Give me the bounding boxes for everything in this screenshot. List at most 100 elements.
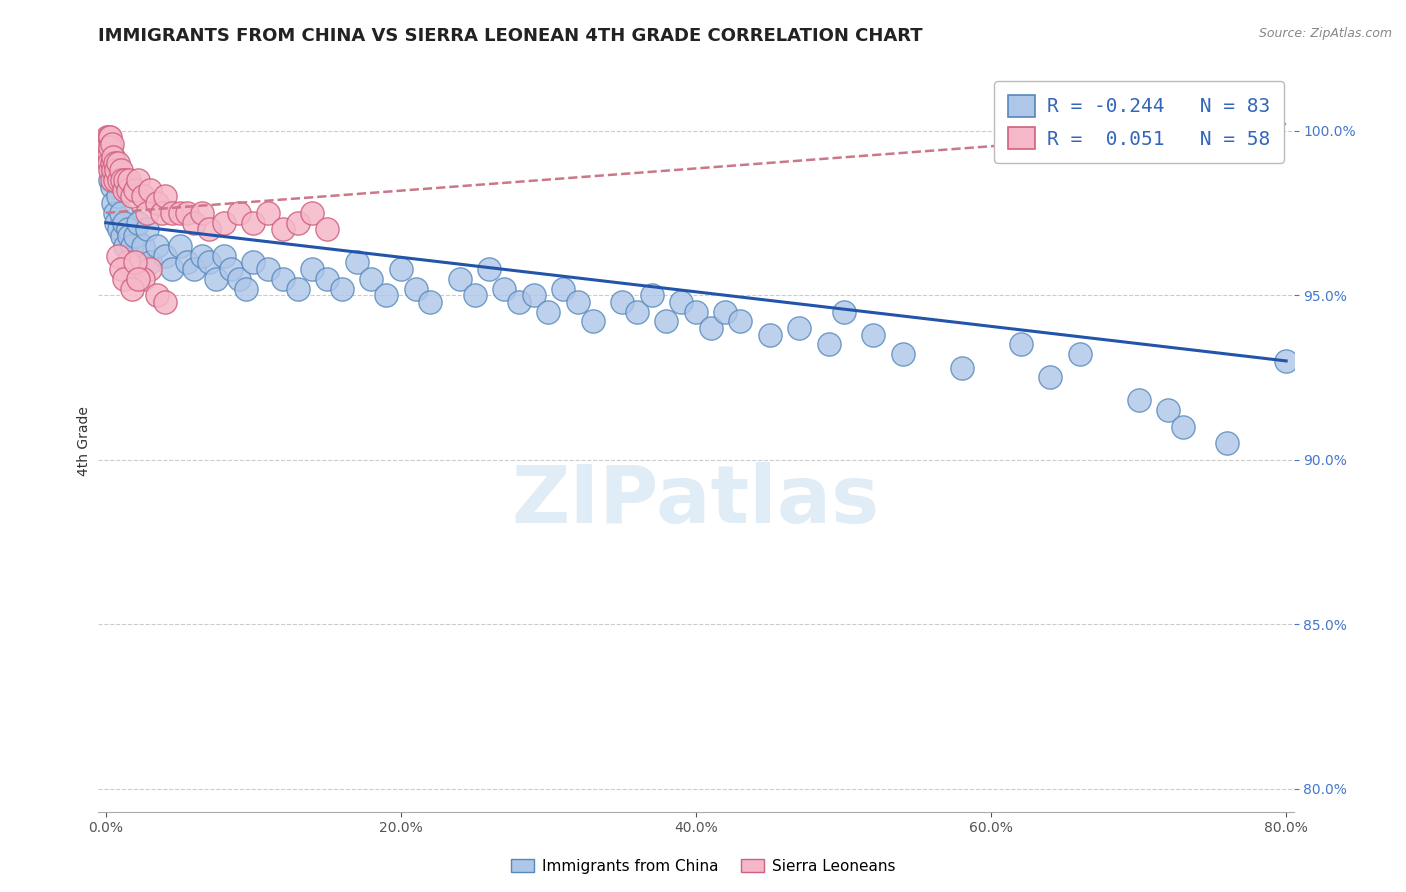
Point	[330, 281, 353, 295]
Point	[212, 249, 235, 263]
Point	[582, 314, 605, 328]
Point	[1157, 403, 1180, 417]
Point	[641, 288, 664, 302]
Point	[114, 173, 136, 187]
Point	[112, 216, 135, 230]
Point	[97, 130, 120, 145]
Point	[108, 173, 131, 187]
Point	[198, 222, 221, 236]
Point	[728, 314, 751, 328]
Point	[139, 255, 162, 269]
Point	[153, 294, 176, 309]
Point	[131, 239, 153, 253]
Y-axis label: 4th Grade: 4th Grade	[77, 407, 91, 476]
Point	[118, 228, 141, 243]
Point	[150, 206, 173, 220]
Legend: R = -0.244   N = 83, R =  0.051   N = 58: R = -0.244 N = 83, R = 0.051 N = 58	[994, 81, 1284, 163]
Point	[117, 222, 139, 236]
Point	[198, 255, 221, 269]
Point	[891, 347, 914, 361]
Point	[1216, 436, 1239, 450]
Point	[212, 216, 235, 230]
Point	[100, 163, 122, 178]
Point	[110, 261, 132, 276]
Point	[219, 261, 242, 276]
Legend: Immigrants from China, Sierra Leoneans: Immigrants from China, Sierra Leoneans	[505, 853, 901, 880]
Point	[832, 304, 855, 318]
Point	[287, 216, 309, 230]
Point	[257, 261, 280, 276]
Text: ZIPatlas: ZIPatlas	[512, 462, 880, 540]
Point	[950, 360, 973, 375]
Point	[117, 183, 139, 197]
Point	[100, 156, 122, 170]
Point	[111, 173, 134, 187]
Point	[146, 288, 169, 302]
Point	[787, 321, 810, 335]
Point	[360, 271, 382, 285]
Point	[127, 173, 149, 187]
Point	[228, 206, 250, 220]
Point	[108, 222, 131, 236]
Point	[612, 294, 634, 309]
Point	[110, 206, 132, 220]
Point	[101, 163, 124, 178]
Point	[100, 179, 122, 194]
Point	[671, 294, 693, 309]
Point	[100, 173, 122, 187]
Point	[228, 271, 250, 285]
Point	[169, 206, 191, 220]
Point	[104, 206, 127, 220]
Point	[494, 281, 516, 295]
Point	[235, 281, 257, 295]
Point	[121, 239, 143, 253]
Point	[567, 294, 589, 309]
Point	[98, 156, 121, 170]
Text: Source: ZipAtlas.com: Source: ZipAtlas.com	[1258, 27, 1392, 40]
Point	[98, 140, 121, 154]
Point	[478, 261, 501, 276]
Point	[817, 337, 839, 351]
Point	[316, 271, 339, 285]
Point	[139, 261, 162, 276]
Point	[205, 271, 228, 285]
Point	[523, 288, 546, 302]
Point	[714, 304, 737, 318]
Point	[124, 183, 146, 197]
Point	[419, 294, 441, 309]
Point	[127, 216, 149, 230]
Point	[153, 249, 176, 263]
Point	[131, 271, 153, 285]
Point	[553, 281, 575, 295]
Point	[257, 206, 280, 220]
Point	[271, 271, 294, 285]
Point	[146, 239, 169, 253]
Point	[111, 228, 134, 243]
Point	[699, 321, 721, 335]
Point	[96, 140, 118, 154]
Point	[346, 255, 368, 269]
Point	[449, 271, 471, 285]
Point	[655, 314, 678, 328]
Point	[176, 206, 198, 220]
Point	[160, 261, 183, 276]
Point	[100, 136, 122, 151]
Point	[758, 327, 780, 342]
Text: IMMIGRANTS FROM CHINA VS SIERRA LEONEAN 4TH GRADE CORRELATION CHART: IMMIGRANTS FROM CHINA VS SIERRA LEONEAN …	[98, 27, 924, 45]
Point	[287, 281, 309, 295]
Point	[101, 196, 124, 211]
Point	[508, 294, 530, 309]
Point	[104, 173, 127, 187]
Point	[112, 271, 135, 285]
Point	[242, 216, 264, 230]
Point	[301, 261, 323, 276]
Point	[124, 255, 146, 269]
Point	[136, 222, 159, 236]
Point	[464, 288, 486, 302]
Point	[375, 288, 398, 302]
Point	[121, 189, 143, 203]
Point	[131, 189, 153, 203]
Point	[176, 255, 198, 269]
Point	[121, 281, 143, 295]
Point	[537, 304, 560, 318]
